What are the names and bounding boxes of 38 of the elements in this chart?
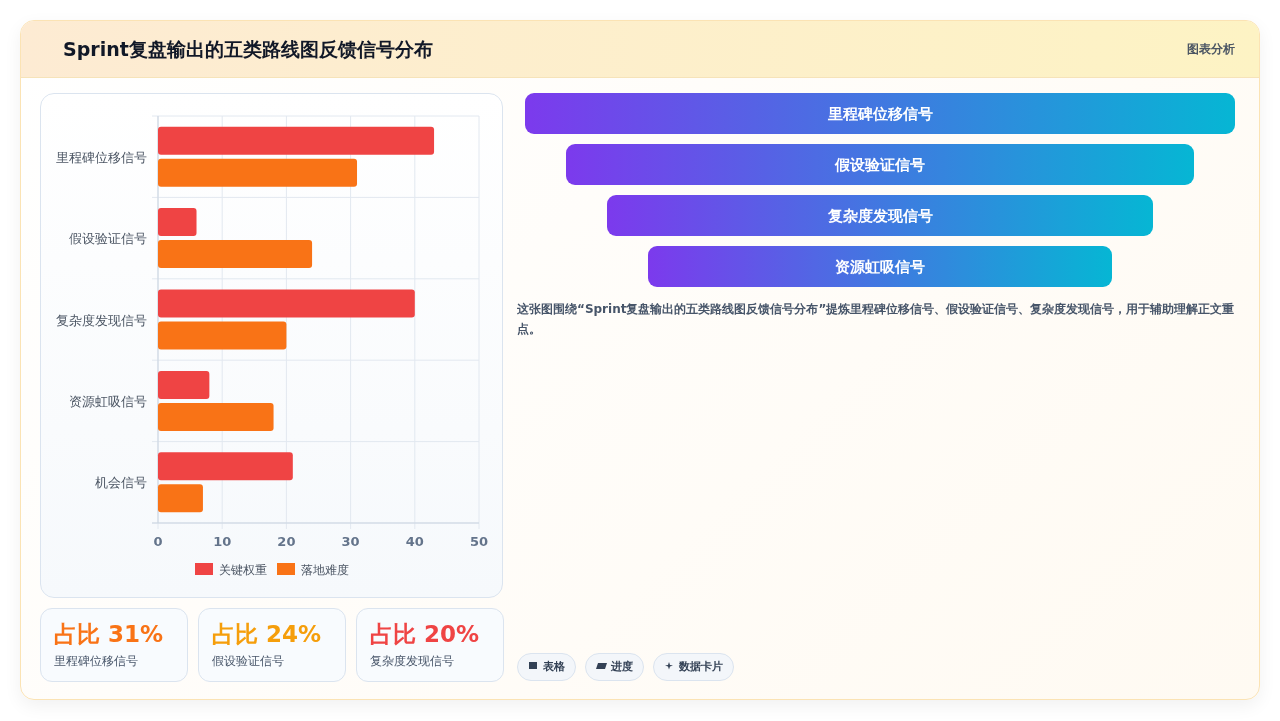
- text: 表格: [517, 653, 576, 681]
- y-tick-label: 里程碑位移信号: [56, 149, 147, 165]
- x-tick-label: 20: [277, 534, 296, 549]
- y-tick-label: 机会信号: [95, 475, 147, 491]
- text: 占比 20%: [370, 620, 480, 649]
- text: 假设验证信号: [212, 654, 284, 669]
- bar: [158, 208, 197, 237]
- category-label: 资源虹吸信号: [835, 258, 925, 276]
- text: 占比 31%: [54, 620, 164, 649]
- bar: [158, 452, 293, 481]
- x-tick-label: 10: [213, 534, 232, 549]
- text: 这张图围绕“Sprint复盘输出的五类路线图反馈信号分布”提炼里程碑位移信号、假设验证信号、复杂度发现信号，用于辅助理解正文重点。: [517, 301, 1236, 338]
- bar: [158, 321, 287, 350]
- x-tick-label: 30: [341, 534, 360, 549]
- bar: [158, 158, 358, 187]
- bar: [158, 402, 274, 431]
- x-tick-label: 50: [469, 534, 489, 549]
- chart-title: Sprint复盘输出的五类路线图反馈信号分布: [63, 37, 433, 62]
- y-tick-label: 复杂度发现信号: [56, 312, 147, 328]
- category-label: 里程碑位移信号: [826, 105, 933, 123]
- bar: [158, 240, 313, 269]
- text: 占比 24%: [212, 620, 322, 649]
- text: 数据卡片: [653, 653, 734, 681]
- legend-label: 落地难度: [301, 563, 349, 577]
- text: 图表分析: [1187, 41, 1235, 58]
- text: 进度: [585, 653, 644, 681]
- text: 复杂度发现信号: [370, 654, 454, 669]
- bar: [158, 370, 210, 399]
- x-tick-label: 40: [405, 534, 424, 549]
- y-tick-label: 资源虹吸信号: [69, 393, 147, 409]
- y-tick-label: 假设验证信号: [69, 231, 147, 247]
- x-tick-label: 0: [153, 534, 163, 549]
- bar: [158, 126, 435, 155]
- category-label: 假设验证信号: [834, 156, 925, 174]
- category-label: 复杂度发现信号: [826, 207, 933, 225]
- bar: [158, 289, 415, 318]
- bar: [158, 484, 203, 513]
- legend-label: 关键权重: [219, 563, 267, 577]
